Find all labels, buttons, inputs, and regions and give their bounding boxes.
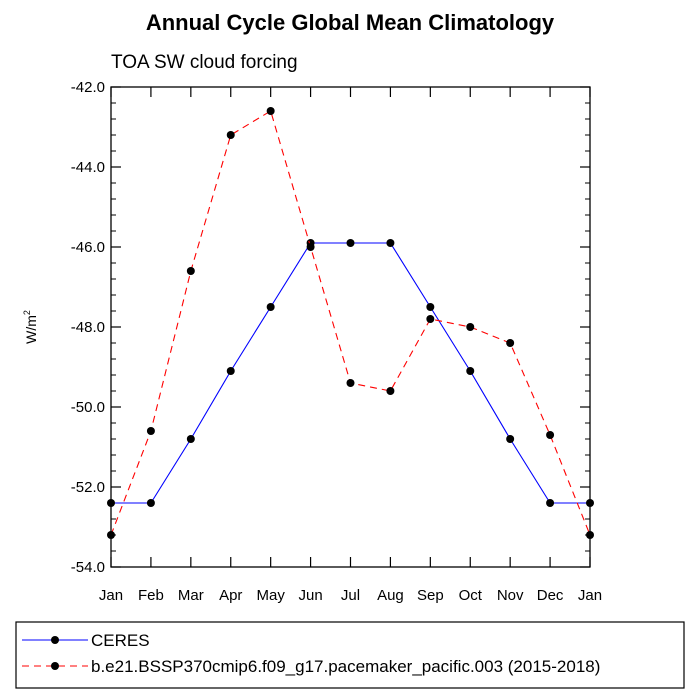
legend: CERES b.e21.BSSP370cmip6.f09_g17.pacemake… — [22, 631, 600, 676]
series-1-point — [546, 499, 555, 507]
legend-label-1: CERES — [91, 631, 150, 650]
series-1-point — [266, 303, 275, 311]
series-1-point — [226, 367, 235, 375]
series-2-point — [386, 387, 395, 395]
series-2-point — [266, 107, 275, 115]
x-tick-label: Apr — [219, 587, 242, 604]
series-1-point — [586, 499, 594, 507]
series-2-point — [586, 531, 594, 539]
x-tick-label: Sep — [417, 587, 444, 604]
y-axis-title-base: W/m — [23, 315, 39, 344]
y-axis-title: W/m2 — [22, 310, 39, 344]
series-2-point — [226, 131, 235, 139]
y-tick-label: -50.0 — [71, 399, 105, 416]
y-tick-label: -46.0 — [71, 239, 105, 256]
series-1-point — [426, 303, 435, 311]
x-tick-label: Dec — [537, 587, 564, 604]
x-tick-label: Jan — [578, 587, 602, 604]
x-tick-label: Jul — [341, 587, 360, 604]
x-tick-label: Oct — [459, 587, 483, 604]
legend-marker-1 — [51, 636, 59, 644]
series-2-point — [186, 267, 195, 275]
series-1-point — [346, 239, 355, 247]
series-2-point — [426, 315, 435, 323]
series-2-point — [506, 339, 515, 347]
series-1-point — [186, 435, 195, 443]
series-1-point — [107, 499, 115, 507]
plot-frame — [110, 86, 591, 568]
series-2-point — [306, 243, 315, 251]
legend-marker-2 — [51, 662, 59, 670]
series-2-point — [346, 379, 355, 387]
x-tick-label: May — [256, 587, 285, 604]
legend-box — [15, 621, 685, 689]
x-tick-label: Mar — [178, 587, 204, 604]
y-tick-label: -44.0 — [71, 159, 105, 176]
series-line-1 — [111, 242, 590, 504]
x-tick-label: Jun — [298, 587, 322, 604]
x-tick-label: Nov — [497, 587, 524, 604]
x-tick-label: Jan — [99, 587, 123, 604]
plot-area — [107, 107, 594, 539]
series-line-2 — [110, 110, 591, 536]
series-2-point — [466, 323, 475, 331]
chart-title: Annual Cycle Global Mean Climatology — [146, 10, 555, 35]
series-2-point — [146, 427, 155, 435]
y-tick-label: -52.0 — [71, 479, 105, 496]
y-tick-label: -54.0 — [71, 559, 105, 576]
series-2-point — [107, 531, 115, 539]
series-1-point — [506, 435, 515, 443]
y-axis-title-sup: 2 — [22, 310, 32, 315]
legend-label-2: b.e21.BSSP370cmip6.f09_g17.pacemaker_pac… — [91, 657, 600, 676]
y-tick-label: -48.0 — [71, 319, 105, 336]
x-tick-label: Aug — [377, 587, 404, 604]
x-tick-label: Feb — [138, 587, 164, 604]
series-1-point — [466, 367, 475, 375]
series-1-point — [146, 499, 155, 507]
series-2-point — [546, 431, 555, 439]
y-tick-label: -42.0 — [71, 79, 105, 96]
y-axis-title-text: W/m2 — [22, 310, 39, 344]
axes: -42.0 -44.0 -46.0 -48.0 -50.0 -52.0 -54.0 Jan Fe… — [71, 79, 602, 604]
chart-subtitle: TOA SW cloud forcing — [111, 52, 298, 73]
series-1-point — [386, 239, 395, 247]
